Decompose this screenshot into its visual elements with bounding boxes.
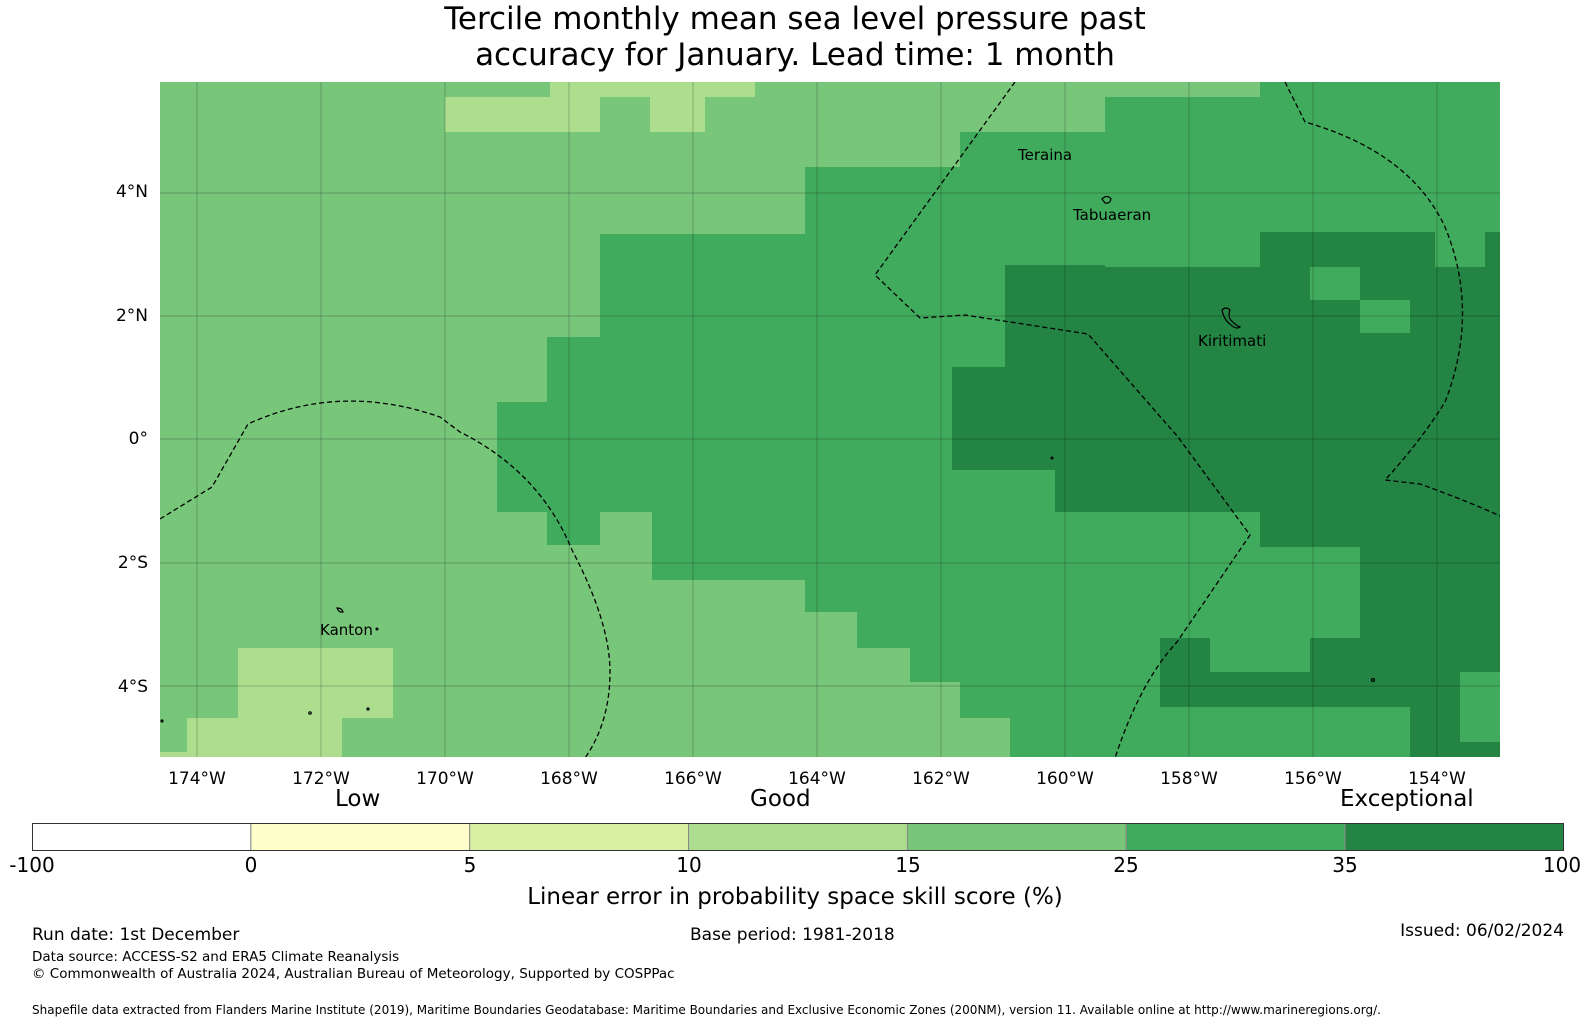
skill-region-10-15: [160, 82, 755, 757]
colorbar-outline: [32, 823, 1564, 851]
issued-date: Issued: 06/02/2024: [1400, 921, 1564, 941]
colorbar-tick-label: 25: [1113, 853, 1139, 877]
lat-tick-label: 0°: [128, 429, 148, 449]
skill-region-35-100: [952, 232, 1500, 757]
colorbar-segment: [1125, 823, 1346, 851]
map-gridlines: [160, 82, 1500, 757]
lon-tick-label: 160°W: [1036, 769, 1094, 789]
island-kiritimati-shape: [1221, 307, 1242, 329]
lat-tick-label: 4°N: [115, 182, 148, 202]
colorbar-tick-label: 100: [1542, 853, 1582, 877]
colorbar-tick-label: -100: [9, 853, 55, 877]
lat-tick-label: 4°S: [117, 677, 148, 697]
skill-map: [160, 82, 1500, 757]
island-outlines: [160, 195, 1376, 723]
island-kanton-shape: [336, 607, 344, 613]
colorbar-segment: [906, 823, 1127, 851]
map-title-line-1: Tercile monthly mean sea level pressure …: [444, 1, 1146, 37]
eez-boundary-line-islands: [874, 82, 1251, 757]
lon-tick-label: 168°W: [540, 769, 598, 789]
place-label-kiritimati: Kiritimati: [1198, 332, 1267, 350]
place-label-tabuaeran: Tabuaeran: [1073, 206, 1152, 224]
colorbar-tick-label: 0: [244, 853, 258, 877]
lat-tick-label: 2°S: [117, 553, 148, 573]
lon-tick-label: 172°W: [292, 769, 350, 789]
place-label-kanton: Kanton: [320, 621, 373, 639]
run-date: Run date: 1st December: [32, 925, 240, 945]
lon-tick-label: 170°W: [416, 769, 474, 789]
category-label-good: Good: [750, 786, 811, 812]
colorbar: [32, 823, 1564, 851]
colorbar-segment: [1344, 823, 1564, 851]
lon-tick-label: 154°W: [1408, 769, 1466, 789]
lon-tick-label: 174°W: [168, 769, 226, 789]
island-tabuaeran-shape: [1101, 195, 1112, 204]
colorbar-tick-label: 15: [895, 853, 921, 877]
category-label-low: Low: [335, 786, 381, 812]
colorbar-tick-label: 10: [676, 853, 702, 877]
lon-tick-label: 156°W: [1284, 769, 1342, 789]
colorbar-tick-label: 5: [463, 853, 477, 877]
eez-boundary-phoenix: [160, 400, 611, 757]
place-label-teraina: Teraina: [1018, 146, 1073, 164]
eez-boundary-east: [1284, 82, 1500, 517]
map-title-line-2: accuracy for January. Lead time: 1 month: [475, 37, 1115, 73]
lon-tick-label: 162°W: [912, 769, 970, 789]
lon-tick-label: 158°W: [1160, 769, 1218, 789]
lon-tick-label: 164°W: [788, 769, 846, 789]
shapefile-credit: Shapefile data extracted from Flanders M…: [32, 1003, 1381, 1017]
copyright: © Commonwealth of Australia 2024, Austra…: [32, 966, 675, 982]
colorbar-segment: [688, 823, 908, 851]
colorbar-tick-label: 35: [1332, 853, 1358, 877]
colorbar-segment: [32, 823, 252, 851]
lat-tick-label: 2°N: [115, 306, 148, 326]
colorbar-segment: [469, 823, 690, 851]
colorbar-label: Linear error in probability space skill …: [527, 884, 1063, 910]
lon-tick-label: 166°W: [664, 769, 722, 789]
colorbar-segment: [250, 823, 471, 851]
category-label-exceptional: Exceptional: [1340, 786, 1474, 812]
base-period: Base period: 1981-2018: [690, 925, 895, 945]
eez-boundaries: [160, 82, 1500, 757]
data-source: Data source: ACCESS-S2 and ERA5 Climate …: [32, 949, 400, 965]
